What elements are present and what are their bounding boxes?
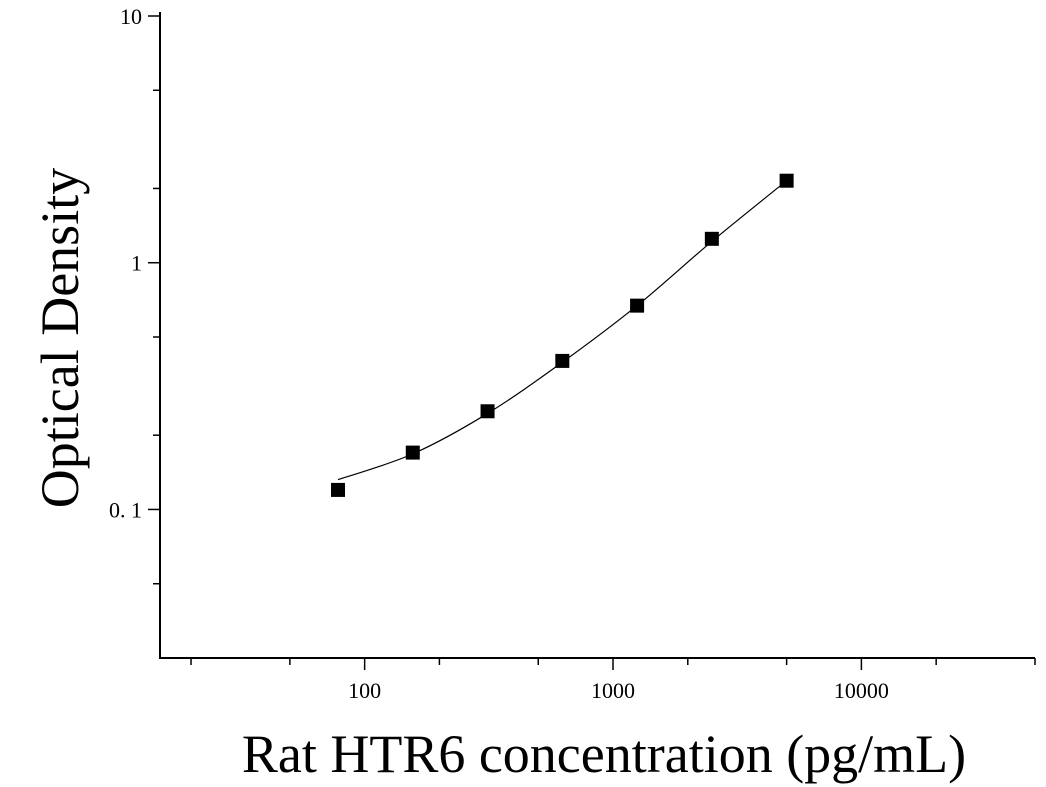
x-axis-title: Rat HTR6 concentration (pg/mL) <box>242 724 966 784</box>
fit-curve <box>337 180 787 481</box>
x-tick-label: 1000 <box>591 678 635 703</box>
data-point <box>405 445 420 460</box>
x-tick-label: 100 <box>348 678 381 703</box>
minor-ticks <box>153 89 1036 665</box>
data-point <box>331 482 346 497</box>
y-tick-label: 10 <box>120 4 142 29</box>
data-point <box>555 353 570 368</box>
y-tick-label: 0. 1 <box>109 497 142 522</box>
x-tick-label: 10000 <box>834 678 889 703</box>
tick-labels: 100 1000 10000 0. 1 1 10 <box>109 4 889 703</box>
y-tick-label: 1 <box>131 251 142 276</box>
data-point <box>630 298 645 313</box>
data-point <box>704 231 719 246</box>
major-ticks <box>148 15 863 670</box>
data-points <box>331 173 794 497</box>
data-point <box>480 404 495 419</box>
y-axis-title: Optical Density <box>30 168 90 508</box>
data-point <box>779 173 794 188</box>
